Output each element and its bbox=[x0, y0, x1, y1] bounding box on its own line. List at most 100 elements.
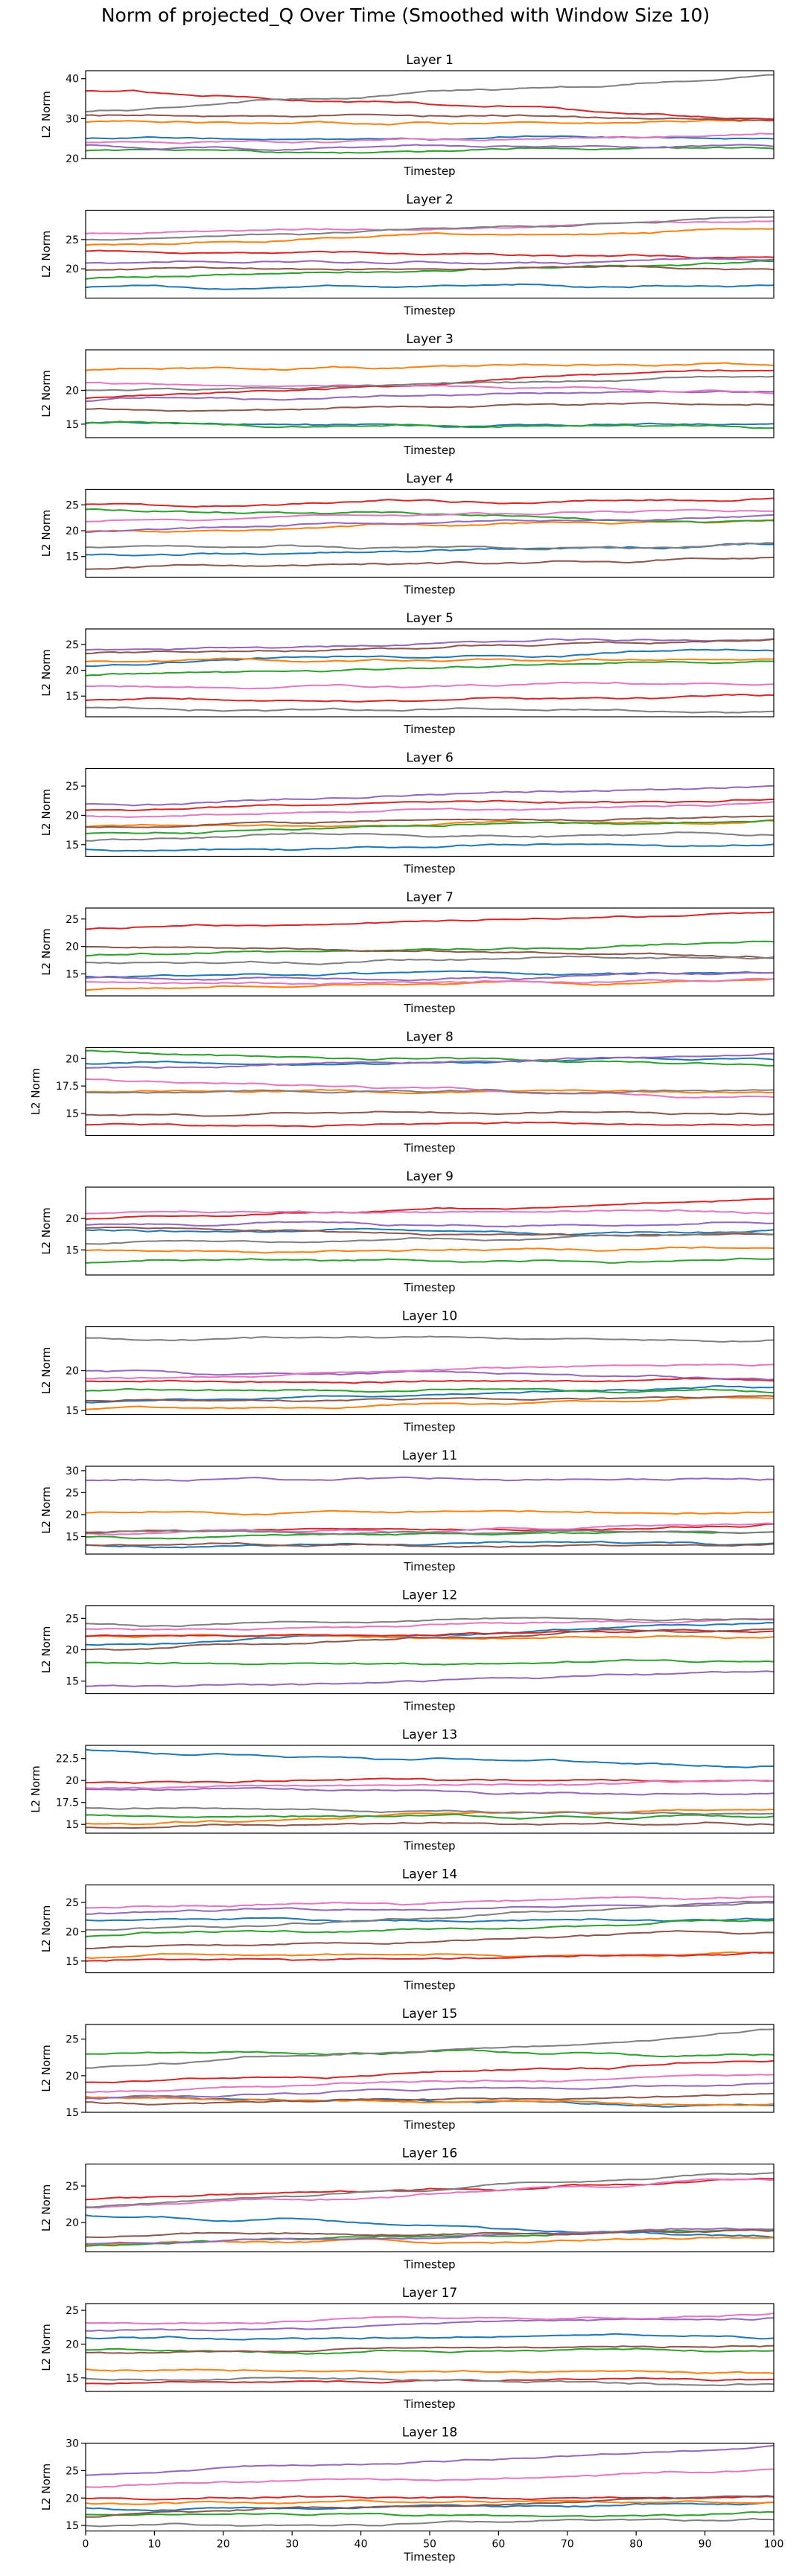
series-line-3 bbox=[85, 1919, 775, 1937]
subplot-layer-12: Layer 12 15 20 25 Timestep L2 Norm bbox=[39, 1588, 775, 1713]
y-tick-label: 15 bbox=[66, 1108, 79, 1120]
x-axis-label: Timestep bbox=[403, 723, 455, 736]
y-tick-label: 40 bbox=[66, 74, 79, 86]
x-axis-label: Timestep bbox=[403, 863, 455, 876]
series-line-2 bbox=[85, 1396, 774, 1410]
y-tick-label: 25 bbox=[66, 499, 79, 511]
subplot-title: Layer 12 bbox=[402, 1588, 457, 1603]
y-tick-label: 20 bbox=[66, 1926, 79, 1938]
subplot-layer-16: Layer 16 20 25 Timestep L2 Norm bbox=[39, 2147, 775, 2272]
series-line-7 bbox=[85, 1617, 775, 1631]
series-line-4 bbox=[85, 249, 775, 259]
y-tick-label: 30 bbox=[66, 113, 79, 125]
y-axis-label: L2 Norm bbox=[39, 1486, 53, 1534]
subplot-layer-17: Layer 17 15 20 25 Timestep L2 Norm bbox=[39, 2286, 775, 2411]
series-line-1 bbox=[85, 283, 775, 290]
series-line-8 bbox=[86, 2028, 775, 2069]
x-axis-label: Timestep bbox=[403, 444, 455, 457]
series-line-5 bbox=[85, 1052, 775, 1069]
series-line-7 bbox=[85, 508, 774, 522]
subplot-title: Layer 18 bbox=[402, 2426, 457, 2441]
plot-frame bbox=[85, 1046, 775, 1137]
y-tick-label: 15 bbox=[66, 1244, 79, 1256]
y-tick-label: 20 bbox=[66, 263, 79, 275]
x-axis-label: Timestep bbox=[403, 1142, 455, 1155]
series-line-7 bbox=[86, 977, 775, 985]
y-tick-label: 15 bbox=[66, 1956, 79, 1968]
y-tick-label: 15 bbox=[66, 2373, 79, 2385]
x-axis-label: Timestep bbox=[403, 2118, 455, 2132]
series-line-6 bbox=[85, 815, 775, 828]
x-axis-label: Timestep bbox=[403, 1700, 455, 1713]
y-tick-label: 15 bbox=[66, 691, 79, 703]
series-line-6 bbox=[85, 2092, 775, 2106]
y-tick-label: 20 bbox=[66, 665, 79, 677]
series-line-8 bbox=[85, 1335, 775, 1343]
subplot-title: Layer 5 bbox=[406, 611, 454, 626]
x-tick-label: 50 bbox=[423, 2539, 436, 2551]
series-line-1 bbox=[85, 2333, 775, 2341]
y-tick-label: 20 bbox=[66, 1775, 79, 1787]
y-tick-label: 15 bbox=[66, 552, 79, 563]
y-tick-label: 17.5 bbox=[56, 1797, 79, 1809]
series-line-4 bbox=[85, 497, 775, 508]
series-line-8 bbox=[85, 74, 774, 112]
series-line-5 bbox=[85, 1476, 775, 1482]
series-line-7 bbox=[85, 132, 774, 144]
series-line-7 bbox=[85, 1078, 775, 1099]
series-line-6 bbox=[85, 1628, 775, 1651]
x-axis-label: Timestep bbox=[403, 1281, 455, 1294]
series-line-1 bbox=[85, 1384, 775, 1404]
subplot-title: Layer 8 bbox=[406, 1030, 454, 1045]
x-tick-label: 90 bbox=[699, 2539, 712, 2551]
series-line-4 bbox=[85, 89, 774, 120]
series-line-4 bbox=[86, 2495, 775, 2501]
series-line-1 bbox=[85, 1748, 775, 1768]
series-line-1 bbox=[85, 2502, 775, 2512]
y-tick-label: 20 bbox=[66, 810, 79, 822]
series-line-3 bbox=[85, 260, 774, 280]
series-line-7 bbox=[85, 801, 775, 818]
y-axis-label: L2 Norm bbox=[39, 1626, 53, 1674]
series-line-6 bbox=[85, 1821, 775, 1829]
series-line-8 bbox=[85, 1231, 775, 1245]
series-line-6 bbox=[86, 946, 774, 959]
series-line-6 bbox=[85, 1226, 775, 1237]
plot-frame bbox=[85, 907, 775, 997]
series-line-6 bbox=[86, 2495, 775, 2518]
series-line-4 bbox=[85, 2177, 775, 2201]
series-line-2 bbox=[85, 978, 775, 991]
series-line-7 bbox=[86, 1209, 775, 1215]
series-line-3 bbox=[85, 660, 774, 677]
series-line-1 bbox=[85, 1917, 775, 1923]
series-line-4 bbox=[85, 1121, 775, 1128]
y-tick-label: 17.5 bbox=[56, 1081, 79, 1093]
x-axis-label: Timestep bbox=[403, 1560, 455, 1573]
series-line-3 bbox=[85, 819, 775, 834]
y-tick-label: 30 bbox=[66, 1466, 79, 1477]
y-axis-label: L2 Norm bbox=[39, 510, 53, 557]
series-line-4 bbox=[85, 2059, 775, 2084]
subplot-title: Layer 1 bbox=[406, 53, 454, 68]
series-line-6 bbox=[86, 1395, 775, 1402]
y-tick-label: 25 bbox=[66, 2465, 79, 2477]
series-line-8 bbox=[85, 1088, 775, 1095]
y-tick-label: 25 bbox=[66, 781, 79, 793]
y-tick-label: 20 bbox=[66, 2217, 79, 2229]
series-line-6 bbox=[85, 1110, 775, 1117]
series-line-6 bbox=[85, 265, 775, 271]
series-line-1 bbox=[85, 1541, 775, 1549]
y-tick-label: 20 bbox=[66, 2339, 79, 2350]
series-line-3 bbox=[85, 1387, 775, 1394]
y-tick-label: 15 bbox=[66, 1531, 79, 1543]
subplot-title: Layer 7 bbox=[406, 890, 454, 905]
plot-frame bbox=[85, 70, 775, 159]
series-line-2 bbox=[85, 2499, 775, 2505]
series-line-5 bbox=[85, 2444, 775, 2476]
series-line-5 bbox=[85, 784, 775, 807]
series-line-5 bbox=[85, 514, 775, 534]
x-axis-label: Timestep bbox=[403, 1002, 455, 1015]
y-tick-label: 15 bbox=[66, 1819, 79, 1831]
series-line-8 bbox=[85, 1617, 775, 1628]
plot-frame bbox=[85, 1186, 775, 1276]
